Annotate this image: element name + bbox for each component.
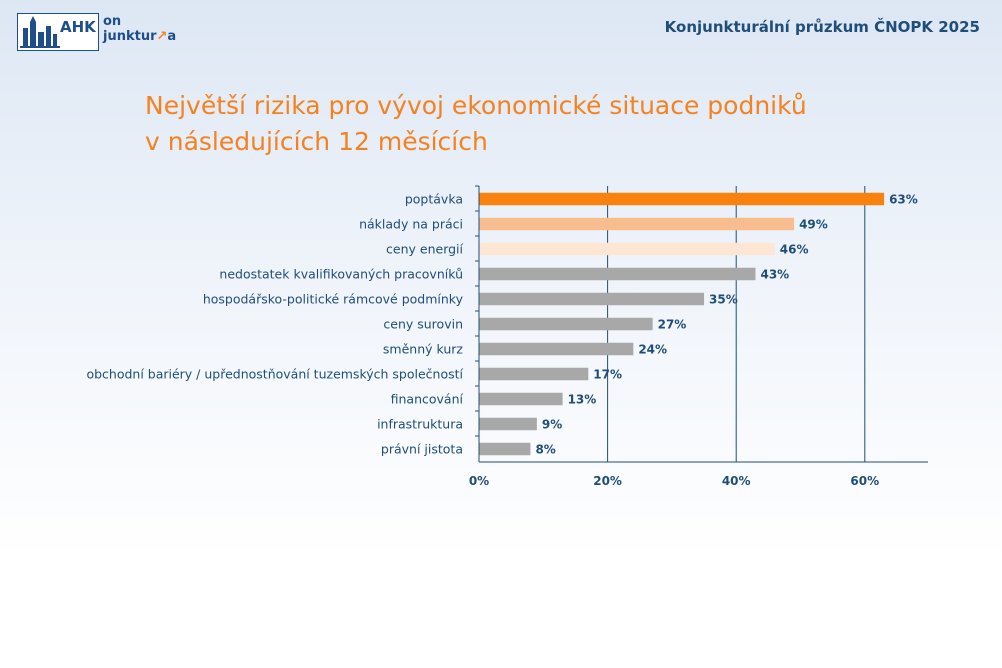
category-label: nedostatek kvalifikovaných pracovníků: [219, 267, 463, 282]
category-label: směnný kurz: [383, 342, 464, 357]
category-label: poptávka: [405, 192, 463, 207]
x-tick-label: 0%: [469, 474, 489, 488]
category-label: ceny surovin: [383, 317, 463, 332]
bar: [479, 242, 775, 256]
x-tick-label: 20%: [593, 474, 622, 488]
data-label: 49%: [799, 218, 828, 232]
logo-text-line2: junktur: [103, 29, 157, 44]
data-label: 35%: [709, 293, 738, 307]
data-label: 63%: [889, 193, 918, 207]
category-label: právní jistota: [381, 442, 463, 457]
bar: [479, 217, 795, 231]
logo-text-line2-suffix: a: [167, 29, 177, 44]
x-tick-label: 40%: [722, 474, 751, 488]
risk-bar-chart: 63% poptávka 49% náklady na práci 46% ceny en…: [86, 185, 928, 488]
category-label: hospodářsko-politické rámcové podmínky: [203, 292, 464, 307]
bar: [479, 367, 589, 381]
logo-mark: AHK: [60, 18, 96, 36]
data-label: 27%: [658, 318, 687, 332]
logo-arrow-icon: ↗: [156, 29, 168, 44]
data-label: 43%: [760, 268, 789, 282]
city-skyline-icon: [20, 16, 60, 48]
logo: AHK on junktur↗a: [17, 13, 182, 51]
slide-title: Největší rizika pro vývoj ekonomické sit…: [145, 88, 925, 160]
header-title: Konjunkturální průzkum ČNOPK 2025: [664, 18, 980, 36]
data-label: 17%: [593, 368, 622, 382]
category-label: infrastruktura: [377, 417, 463, 432]
bar: [479, 267, 756, 281]
category-label: náklady na práci: [359, 217, 463, 232]
slide-title-line1: Největší rizika pro vývoj ekonomické sit…: [145, 91, 807, 120]
x-tick-label: 60%: [850, 474, 879, 488]
bar: [479, 317, 653, 331]
category-label: obchodní bariéry / upřednostňování tuzem…: [86, 367, 463, 382]
bar: [479, 342, 634, 356]
bar: [479, 392, 563, 406]
bar: [479, 417, 537, 431]
bar: [479, 442, 531, 456]
bar: [479, 292, 705, 306]
data-label: 8%: [535, 443, 555, 457]
category-label: ceny energií: [386, 242, 463, 257]
data-label: 9%: [542, 418, 562, 432]
data-label: 46%: [780, 243, 809, 257]
data-label: 24%: [638, 343, 667, 357]
logo-text-line1: on: [103, 14, 122, 29]
slide-title-line2: v následujících 12 měsících: [145, 127, 488, 156]
category-label: financování: [391, 392, 464, 407]
logo-text-line2-wrap: junktur↗a: [103, 29, 176, 44]
logo-text: on junktur↗a: [103, 14, 176, 44]
data-label: 13%: [568, 393, 597, 407]
logo-box: AHK: [17, 13, 99, 51]
bar: [479, 192, 885, 206]
